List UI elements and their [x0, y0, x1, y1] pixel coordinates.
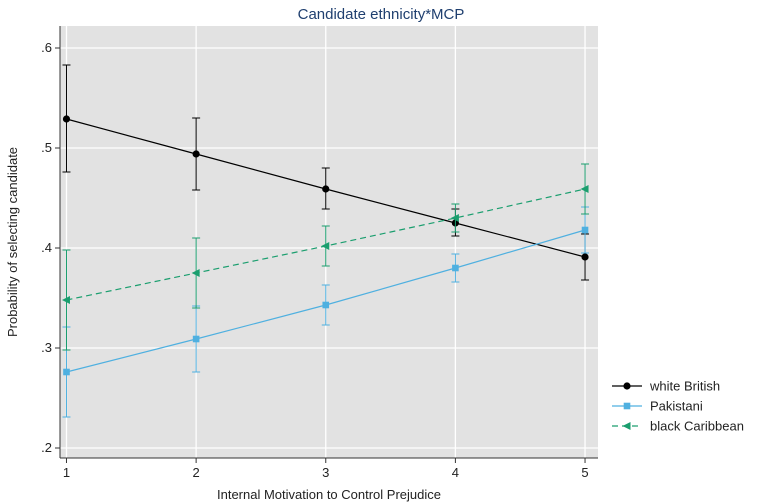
x-axis-label: Internal Motivation to Control Prejudice: [217, 487, 441, 502]
data-point: [581, 226, 589, 234]
legend-label: Pakistani: [650, 399, 703, 414]
legend-item: white British: [612, 379, 720, 394]
data-point: [61, 296, 70, 304]
x-tick-label: 5: [581, 465, 588, 480]
y-tick-label: .4: [41, 240, 52, 255]
y-tick-label: .3: [41, 340, 52, 355]
legend-item: Pakistani: [612, 399, 703, 414]
data-point: [62, 115, 71, 123]
plot-background: [60, 26, 598, 458]
legend-label: white British: [649, 379, 720, 394]
data-point: [192, 150, 200, 158]
y-tick-label: .6: [41, 40, 52, 55]
axes: 1 2 3 4 5 .2 .3 .4 .5 .6: [41, 26, 598, 480]
legend-marker: [622, 422, 631, 430]
legend-marker: [623, 382, 631, 390]
series-3: [61, 163, 590, 351]
series-layer: [61, 64, 590, 418]
legend: white British Pakistani black Caribbean: [612, 379, 744, 434]
legend-label: black Caribbean: [650, 419, 744, 434]
data-point: [322, 185, 330, 193]
chart-title: Candidate ethnicity*MCP: [298, 6, 465, 23]
x-tick-label: 4: [452, 465, 459, 480]
data-point: [191, 269, 200, 277]
data-point: [580, 185, 589, 193]
x-tick-label: 2: [193, 465, 200, 480]
data-point: [321, 242, 330, 250]
legend-marker: [623, 402, 631, 410]
data-point: [322, 301, 330, 309]
x-tick-label: 1: [63, 465, 70, 480]
series-2: [62, 206, 590, 418]
legend-item: black Caribbean: [612, 419, 744, 434]
y-tick-label: .2: [41, 440, 52, 455]
y-axis-label: Probability of selecting candidate: [5, 147, 20, 337]
x-tick-label: 3: [322, 465, 329, 480]
y-tick-label: .5: [41, 140, 52, 155]
data-point: [452, 264, 459, 272]
data-point: [450, 214, 459, 222]
data-point: [63, 368, 70, 376]
data-point: [581, 253, 589, 261]
data-point: [192, 335, 200, 343]
